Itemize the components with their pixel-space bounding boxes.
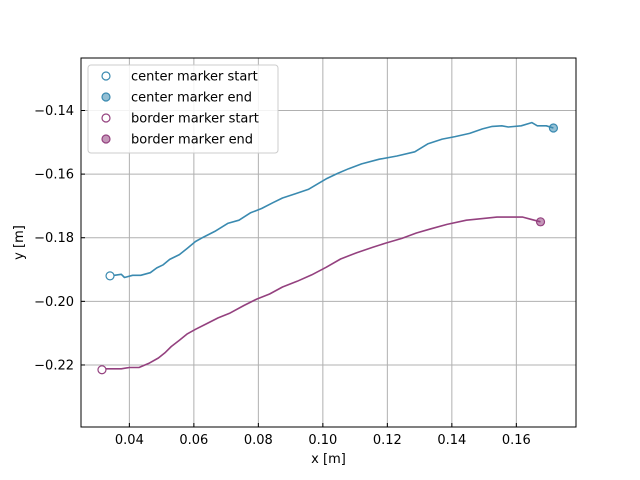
x-tick-label: 0.08 [244, 433, 273, 448]
y-axis-label: y [m] [12, 225, 27, 260]
x-tick-label: 0.04 [115, 433, 144, 448]
y-tick-label: −0.18 [34, 231, 74, 246]
x-tick-label: 0.12 [373, 433, 402, 448]
legend-marker [101, 71, 111, 81]
y-tick-label: −0.16 [34, 168, 74, 183]
y-tick-label: −0.14 [34, 104, 74, 119]
plot-area-frame [80, 57, 577, 428]
axis-ticks: 0.04 0.06 0.08 0.10 0.12 0.14 0.16 −0.22 −0.20 −0… [34, 104, 531, 448]
legend-marker [101, 92, 111, 102]
legend-label: center marker start [131, 70, 258, 85]
x-tick-label: 0.06 [179, 433, 208, 448]
y-tick-label: −0.20 [34, 295, 74, 310]
series-line-1 [102, 216, 541, 370]
legend-label: border marker start [131, 112, 259, 127]
series-start-marker-1 [97, 365, 107, 375]
series-end-marker-0 [548, 123, 559, 133]
x-axis-label: x [m] [311, 452, 346, 467]
x-tick-label: 0.14 [437, 433, 466, 448]
legend-label: border marker end [131, 133, 253, 148]
series-start-marker-0 [105, 271, 115, 281]
x-tick-label: 0.10 [308, 433, 337, 448]
series-line-0 [109, 121, 554, 279]
plot-series [97, 121, 559, 375]
legend: center marker start center marker end bord… [87, 64, 279, 154]
legend-label: center marker end [131, 91, 252, 106]
legend-frame [87, 64, 279, 154]
x-tick-label: 0.16 [502, 433, 531, 448]
y-tick-label: −0.22 [34, 358, 74, 373]
legend-marker [101, 113, 111, 123]
series-end-marker-1 [535, 217, 546, 227]
legend-marker [101, 134, 111, 144]
